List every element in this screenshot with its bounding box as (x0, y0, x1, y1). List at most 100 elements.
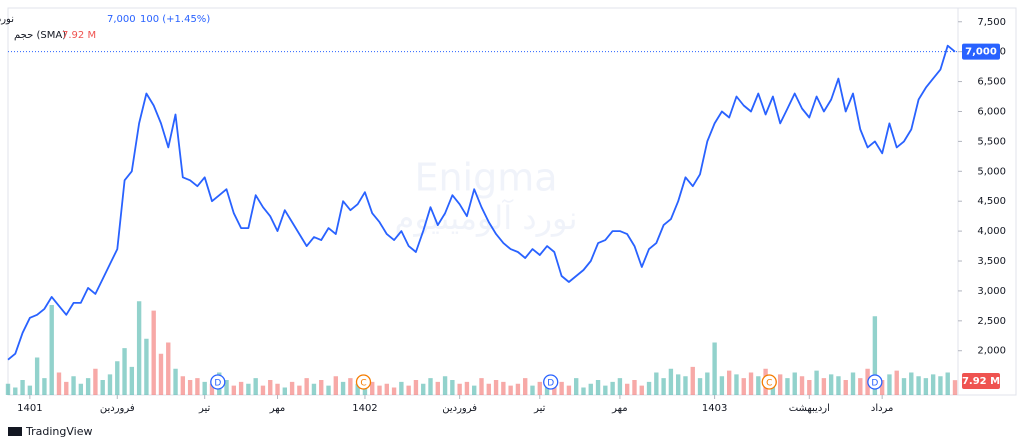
volume-bar (501, 381, 506, 395)
x-tick-label: 1402 (352, 403, 377, 414)
volume-bar (260, 385, 266, 395)
volume-bar (85, 378, 91, 395)
volume-bar (209, 383, 215, 395)
volume-bar (814, 370, 819, 395)
volume-bar (712, 342, 717, 395)
event-marker (543, 374, 559, 390)
volume-bar (224, 380, 229, 395)
x-tick-label: 1403 (702, 403, 727, 414)
volume-bar (646, 381, 652, 395)
x-tick-label: 1401 (17, 403, 42, 414)
volume-bar (603, 385, 608, 395)
volume-bar (843, 380, 848, 395)
volume-bar (406, 385, 411, 395)
volume-bar (253, 378, 258, 395)
volume-bar (71, 376, 76, 395)
volume-bar (333, 376, 338, 395)
volume-bar (858, 378, 863, 395)
volume-bar (27, 385, 33, 395)
y-tick-label: 2,000 (977, 346, 1006, 357)
volume-bar (777, 374, 783, 395)
volume-bar (231, 385, 237, 395)
x-tick-label: فروردین (442, 403, 477, 414)
volume-bar (49, 305, 54, 395)
volume-bar (100, 380, 105, 395)
volume-bar (78, 383, 84, 395)
volume-bar (515, 383, 521, 395)
volume-bar (428, 378, 433, 395)
volume-bar (450, 380, 455, 395)
volume-bar (151, 310, 156, 395)
volume-bar (275, 383, 280, 395)
volume-bar (195, 378, 200, 395)
volume-bar (472, 385, 477, 395)
event-marker (867, 374, 883, 390)
event-label: D (214, 379, 221, 389)
volume-bar (697, 378, 703, 395)
volume-bar (705, 372, 710, 395)
volume-bar (173, 368, 178, 395)
y-tick-label: 5,500 (977, 136, 1006, 147)
volume-bar (530, 385, 535, 395)
volume-bar (807, 380, 812, 395)
volume-bar (654, 372, 659, 395)
volume-bar (122, 348, 127, 395)
volume-bar (319, 380, 324, 395)
event-marker (355, 374, 372, 390)
volume-bar (523, 378, 528, 395)
volume-bar (625, 383, 630, 395)
volume-bar (690, 366, 695, 395)
volume-bar (297, 385, 302, 395)
event-label: C (360, 379, 366, 389)
volume-bar (930, 374, 936, 395)
volume-bar (595, 380, 601, 395)
volume-bar (479, 378, 484, 395)
volume-bar (909, 372, 914, 395)
volume-bar (464, 381, 470, 395)
change: 100 (+1.45%) (140, 14, 210, 25)
volume-bar (144, 338, 149, 395)
volume-bar (20, 380, 25, 395)
volume-bar (799, 376, 805, 395)
x-tick-label: تیر (533, 403, 546, 414)
volume-bar (872, 316, 878, 395)
volume-bar (166, 342, 171, 395)
volume-bar (559, 381, 564, 395)
volume-bar (64, 381, 69, 395)
y-tick-label: 2,500 (977, 316, 1006, 327)
volume-bar (399, 381, 404, 395)
volume-bar (5, 383, 11, 395)
volume-bar (377, 385, 382, 395)
volume-bar (617, 378, 623, 395)
volume-bar (887, 374, 892, 395)
brand-icon (8, 427, 22, 436)
volume-bar (661, 378, 666, 395)
x-tick-label: مرداد (871, 403, 894, 414)
y-tick-label: 4,500 (977, 196, 1006, 207)
volume-bar (311, 383, 317, 395)
volume-bar (34, 357, 40, 395)
volume-bar (304, 378, 309, 395)
y-tick-label: 3,500 (977, 256, 1006, 267)
volume-bar (610, 381, 615, 395)
volume-value: 7.92 M (62, 30, 96, 41)
volume-bar (442, 376, 448, 395)
x-tick-label: فروردین (100, 403, 135, 414)
volume-bar (552, 383, 557, 395)
volume-bar (158, 353, 164, 395)
volume-bar (836, 376, 841, 395)
volume-bar (13, 387, 18, 395)
last-volume-box (962, 373, 1000, 389)
y-tick-label: 6,000 (977, 106, 1006, 117)
brand: TradingView (25, 425, 92, 438)
volume-bar (734, 374, 739, 395)
volume-bar (785, 378, 790, 395)
last-volume-label: 7.92 M (962, 376, 1000, 387)
event-marker (210, 374, 226, 390)
y-tick-label: 3,000 (977, 286, 1006, 297)
volume-title: حجم (SMA) (14, 30, 66, 41)
volume-bar (180, 376, 186, 395)
x-tick-label: تیر (198, 403, 211, 414)
